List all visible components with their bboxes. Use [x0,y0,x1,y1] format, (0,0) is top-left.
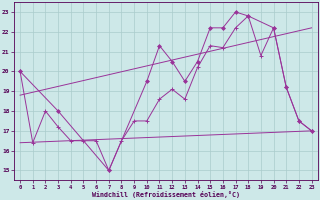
X-axis label: Windchill (Refroidissement éolien,°C): Windchill (Refroidissement éolien,°C) [92,191,240,198]
